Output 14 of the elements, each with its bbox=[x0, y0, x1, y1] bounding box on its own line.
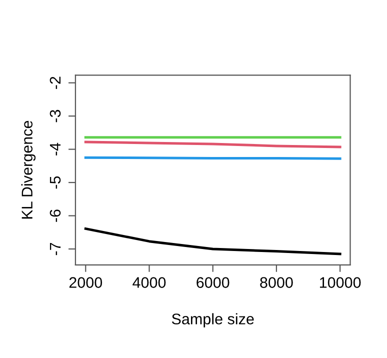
y-tick-label: -6 bbox=[50, 210, 61, 222]
line-series bbox=[84, 227, 342, 256]
x-tick-label: 2000 bbox=[69, 277, 102, 288]
y-tick-label: -7 bbox=[50, 242, 60, 256]
x-axis-title: Sample size bbox=[172, 313, 254, 328]
y-tick-label: -3 bbox=[50, 110, 61, 122]
x-tick-label: 6000 bbox=[196, 277, 230, 288]
y-tick-label: -4 bbox=[50, 142, 60, 156]
y-axis-title: KL Divergence bbox=[21, 120, 36, 219]
x-tick-label: 8000 bbox=[260, 277, 293, 288]
x-tick-label: 4000 bbox=[132, 277, 166, 288]
y-tick-label: -2 bbox=[50, 76, 60, 89]
x-tick-label: 10000 bbox=[320, 277, 361, 288]
y-tick-label: -5 bbox=[50, 176, 61, 189]
